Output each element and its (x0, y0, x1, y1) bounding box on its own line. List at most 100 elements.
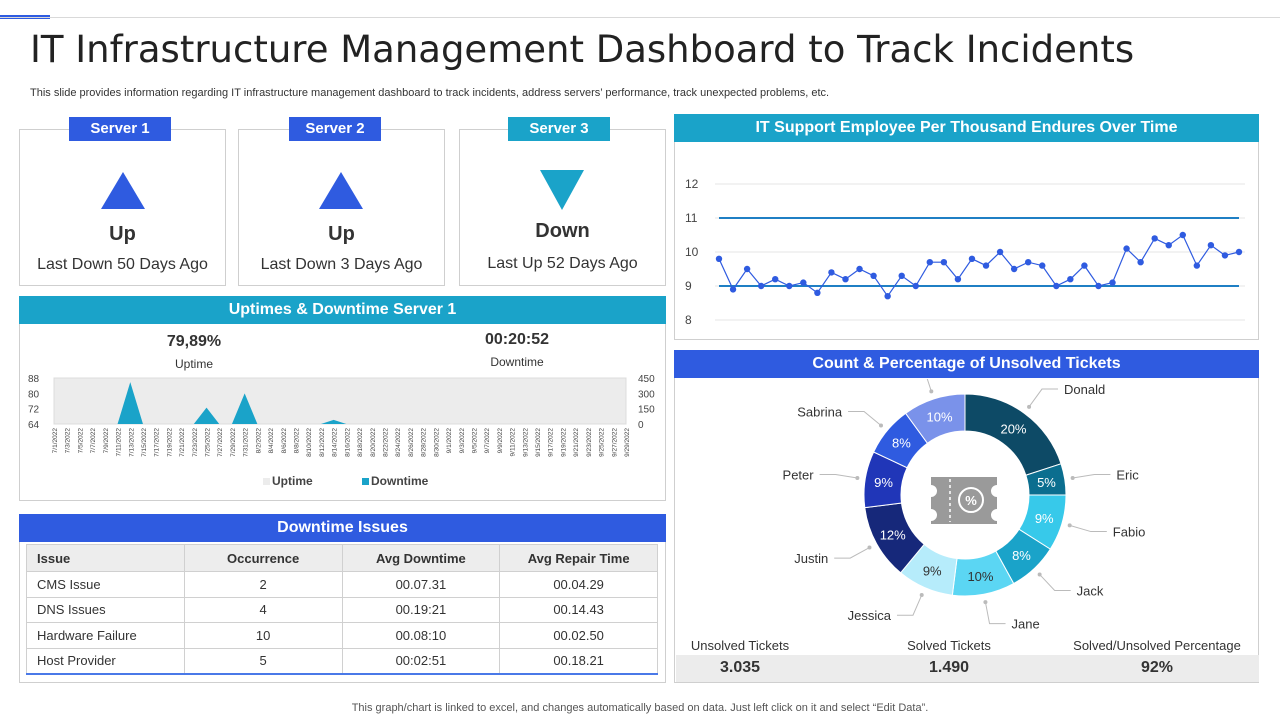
slice-name-label: Eric (1116, 468, 1139, 483)
slice-percent-label: 8% (892, 435, 911, 450)
data-point (1137, 259, 1144, 266)
y-right-tick: 150 (638, 405, 655, 416)
ticket-stat-label: Solved Tickets (907, 638, 991, 653)
data-point (968, 255, 976, 262)
server-status: Up (328, 223, 355, 245)
ticket-stat-label: Unsolved Tickets (690, 638, 790, 653)
table-row: Hardware Failure 10 00.08:10 00.02.50 (26, 622, 658, 649)
uptime-label: Uptime (174, 357, 213, 371)
slice-percent-label: 9% (923, 564, 942, 579)
triangle-down-icon (540, 170, 584, 210)
leader-dot (867, 545, 872, 550)
data-point (828, 269, 835, 276)
y-tick: 11 (685, 211, 698, 225)
slice-percent-label: 10% (926, 410, 952, 425)
x-tick-label: 8/12/2022 (319, 428, 326, 457)
server-card-1: Up Last Down 50 Days Ago (19, 129, 226, 286)
data-point (800, 279, 807, 286)
table-cell: 2 (183, 571, 343, 598)
data-point (842, 276, 849, 283)
ticket-badge (958, 487, 984, 513)
support-panel (674, 114, 1259, 340)
leader-line (1039, 574, 1071, 591)
server-note: Last Down 3 Days Ago (260, 256, 423, 273)
ticket-stat-value: 1.490 (928, 659, 970, 676)
x-tick-label: 8/18/2022 (357, 428, 364, 457)
x-tick-label: 8/4/2022 (268, 428, 275, 454)
leader-dot (1067, 523, 1072, 528)
x-tick-label: 8/26/2022 (408, 428, 415, 457)
table-cell: 4 (183, 596, 343, 623)
x-tick-label: 8/2/2022 (255, 428, 262, 454)
x-tick-label: 8/6/2022 (281, 428, 288, 454)
x-tick-label: 7/1/2022 (52, 428, 59, 454)
table-cell: 00.07.31 (341, 571, 501, 598)
slice-name-label: Jack (1077, 583, 1104, 598)
table-cell: CMS Issue (26, 571, 185, 598)
leader-line (1069, 524, 1107, 533)
triangle-up-icon (319, 172, 363, 209)
x-tick-label: 7/29/2022 (230, 428, 237, 457)
legend-label: Downtime (371, 474, 429, 488)
data-point (1123, 245, 1130, 252)
y-tick: 8 (685, 313, 692, 327)
tickets-donut-chart: 20% Donald 5% Eric 9% Fabio 8% Jack 10% Jane 9% Jes… (783, 379, 1146, 632)
legend-swatch-uptime (263, 478, 270, 485)
leader-line (984, 601, 1006, 625)
ticket-body (931, 477, 997, 524)
y-right-tick: 450 (638, 374, 655, 385)
x-tick-label: 9/13/2022 (522, 428, 529, 457)
column-header: Issue (26, 544, 185, 572)
data-point (1165, 242, 1172, 249)
leader-dot (1027, 404, 1032, 409)
leader-line (926, 379, 932, 392)
x-tick-label: 9/3/2022 (459, 428, 466, 454)
table-cell: 00.04.29 (499, 571, 658, 598)
data-point (786, 282, 793, 290)
slice-name-label: Jane (1012, 617, 1040, 632)
x-tick-label: 8/30/2022 (433, 428, 440, 457)
uptime-downtime-chart: 64 72 80 88 0 150 300 450 7/1/2022 7/3/2022 7/5/20… (28, 374, 655, 488)
ticket-stat-label: Solved/Unsolved Percentage (1073, 638, 1241, 653)
x-tick-label: 9/17/2022 (548, 428, 555, 457)
leader-dot (929, 389, 934, 394)
table-cell: 00.08:10 (341, 622, 501, 649)
data-point (1179, 231, 1186, 239)
x-tick-label: 8/8/2022 (294, 428, 301, 454)
x-tick-label: 9/7/2022 (484, 428, 491, 454)
data-point (1193, 262, 1201, 269)
table-cell: DNS Issues (26, 596, 185, 623)
x-tick-label: 8/14/2022 (332, 428, 339, 457)
column-header: Avg Downtime (341, 544, 501, 572)
column-header: Avg Repair Time (499, 544, 658, 572)
x-tick-label: 9/25/2022 (599, 428, 606, 457)
x-tick-label: 9/19/2022 (560, 428, 567, 457)
leader-dot (879, 423, 884, 428)
top-divider (0, 17, 1280, 18)
donut-slice (904, 393, 966, 444)
table-cell: 5 (183, 647, 343, 675)
data-point (870, 272, 877, 279)
server-status: Down (535, 220, 590, 242)
slice-name-label: Fabio (1113, 525, 1146, 540)
issues-panel-title: Downtime Issues (19, 514, 666, 542)
slice-name-label: Donald (1064, 382, 1105, 397)
leader-dot (919, 593, 924, 598)
x-tick-label: 8/28/2022 (421, 428, 428, 457)
uptime-value: 79,89% (166, 333, 222, 350)
data-point (926, 259, 934, 266)
x-tick-label: 7/19/2022 (166, 428, 173, 457)
data-point (1039, 262, 1046, 269)
table-cell: 00:02:51 (341, 647, 501, 675)
slice-percent-label: 10% (967, 569, 993, 584)
data-point (954, 276, 962, 283)
data-point (715, 255, 723, 262)
x-tick-label: 8/24/2022 (395, 428, 402, 457)
table-row: DNS Issues 4 00.19:21 00.14.43 (26, 596, 658, 623)
x-tick-label: 7/9/2022 (103, 428, 110, 454)
x-tick-label: 9/29/2022 (624, 428, 631, 457)
server-status: Up (109, 223, 136, 245)
uptime-area (53, 377, 627, 425)
ticket-stat-value: 92% (1140, 659, 1174, 676)
x-tick-label: 7/17/2022 (154, 428, 161, 457)
